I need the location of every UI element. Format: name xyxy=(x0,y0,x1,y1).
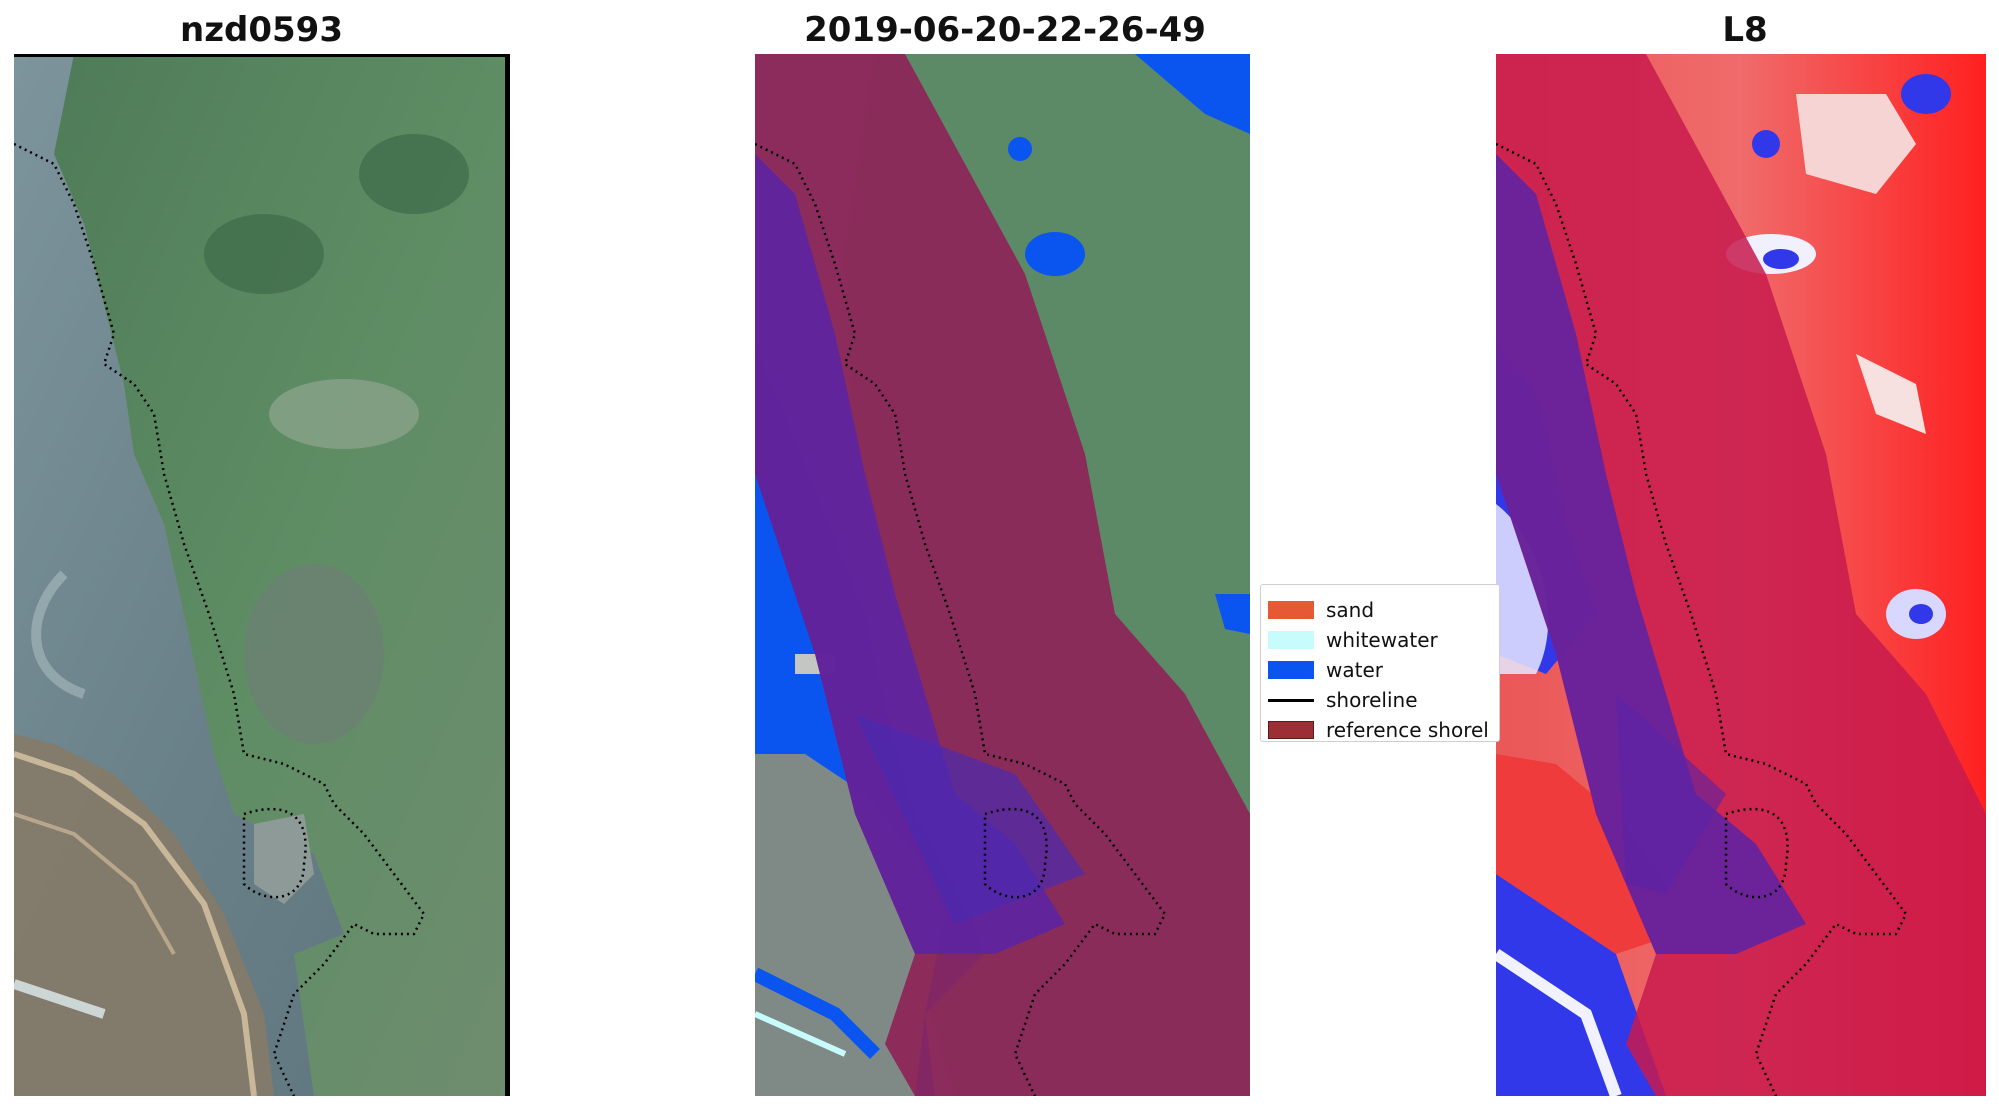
legend-swatch-water xyxy=(1268,661,1314,679)
legend-swatch-reference-shoreline xyxy=(1268,721,1314,739)
l8-image xyxy=(1496,54,1986,1096)
legend-label: sand xyxy=(1326,598,1375,622)
legend-label: whitewater xyxy=(1326,628,1438,652)
legend-item-shoreline: shoreline xyxy=(1261,686,1499,714)
legend: sand whitewater water shoreline referenc… xyxy=(1260,584,1500,742)
legend-item-water: water xyxy=(1261,656,1499,684)
l8-panel xyxy=(1496,54,1986,1096)
rgb-image-panel xyxy=(14,54,510,1096)
shoreline-dotted xyxy=(14,142,426,1096)
legend-label: water xyxy=(1326,658,1383,682)
rgb-satellite-image xyxy=(14,54,510,1096)
legend-label: shoreline xyxy=(1326,688,1418,712)
legend-label: reference shorel xyxy=(1326,718,1489,742)
legend-line-shoreline xyxy=(1268,698,1314,702)
panel-title-classification: 2019-06-20-22-26-49 xyxy=(804,10,1206,50)
panel-title-rgb: nzd0593 xyxy=(180,10,343,50)
panel-title-l8: L8 xyxy=(1722,10,1768,50)
legend-item-sand: sand xyxy=(1261,596,1499,624)
legend-item-whitewater: whitewater xyxy=(1261,626,1499,654)
classification-panel xyxy=(755,54,1250,1096)
legend-item-reference-shoreline: reference shorel xyxy=(1261,716,1499,742)
legend-swatch-whitewater xyxy=(1268,631,1314,649)
classification-image xyxy=(755,54,1250,1096)
legend-swatch-sand xyxy=(1268,601,1314,619)
